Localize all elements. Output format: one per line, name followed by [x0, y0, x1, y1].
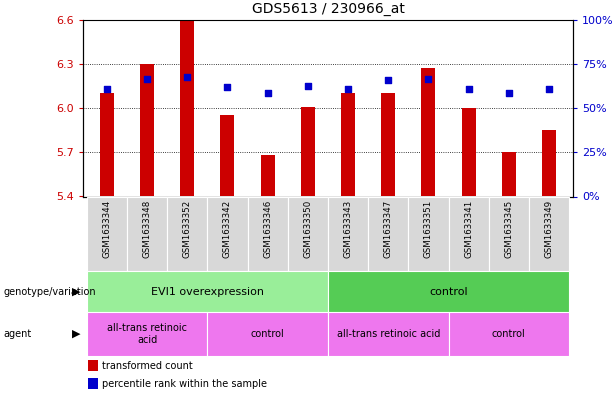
Title: GDS5613 / 230966_at: GDS5613 / 230966_at [251, 2, 405, 16]
Point [102, 86, 112, 92]
Bar [449, 312, 569, 356]
Bar [489, 196, 529, 271]
Text: GSM1633352: GSM1633352 [183, 200, 192, 258]
Text: GSM1633345: GSM1633345 [504, 200, 513, 258]
Text: all-trans retinoic
acid: all-trans retinoic acid [107, 323, 187, 345]
Bar [502, 152, 516, 196]
Text: agent: agent [3, 329, 31, 339]
Bar [529, 196, 569, 271]
Bar [88, 360, 99, 371]
Point [383, 77, 393, 83]
Text: ▶: ▶ [72, 287, 81, 297]
Text: all-trans retinoic acid: all-trans retinoic acid [337, 329, 440, 339]
Bar [207, 312, 328, 356]
Text: GSM1633351: GSM1633351 [424, 200, 433, 258]
Text: GSM1633349: GSM1633349 [544, 200, 554, 258]
Point [303, 83, 313, 89]
Text: GSM1633342: GSM1633342 [223, 200, 232, 258]
Text: ▶: ▶ [72, 329, 81, 339]
Text: GSM1633346: GSM1633346 [263, 200, 272, 258]
Point [142, 75, 152, 82]
Text: GSM1633344: GSM1633344 [102, 200, 112, 258]
Text: genotype/variation: genotype/variation [3, 287, 96, 297]
Text: control: control [429, 287, 468, 297]
Bar [462, 108, 476, 196]
Text: EVI1 overexpression: EVI1 overexpression [151, 287, 264, 297]
Text: GSM1633341: GSM1633341 [464, 200, 473, 258]
Text: GSM1633350: GSM1633350 [303, 200, 313, 258]
Bar [408, 196, 449, 271]
Text: control: control [251, 329, 284, 339]
Text: GSM1633343: GSM1633343 [343, 200, 352, 258]
Bar [449, 196, 489, 271]
Point [263, 90, 273, 96]
Bar [301, 107, 315, 196]
Bar [167, 196, 207, 271]
Bar [248, 196, 287, 271]
Text: transformed count: transformed count [102, 361, 193, 371]
Text: percentile rank within the sample: percentile rank within the sample [102, 379, 267, 389]
Bar [421, 68, 435, 196]
Bar [180, 21, 194, 196]
Point [424, 75, 433, 82]
Bar [368, 196, 408, 271]
Bar [221, 116, 235, 196]
Bar [100, 93, 114, 196]
Text: GSM1633348: GSM1633348 [143, 200, 151, 258]
Point [544, 86, 554, 92]
Bar [140, 64, 154, 196]
Bar [542, 130, 556, 196]
Bar [207, 196, 248, 271]
Point [343, 86, 353, 92]
Bar [87, 196, 127, 271]
Bar [287, 196, 328, 271]
Text: control: control [492, 329, 526, 339]
Point [223, 84, 232, 90]
Bar [261, 155, 275, 196]
Bar [88, 378, 99, 389]
Bar [127, 196, 167, 271]
Point [504, 90, 514, 96]
Point [182, 74, 192, 80]
Point [464, 86, 474, 92]
Bar [87, 271, 328, 312]
Text: GSM1633347: GSM1633347 [384, 200, 393, 258]
Bar [328, 196, 368, 271]
Bar [87, 312, 207, 356]
Bar [328, 312, 449, 356]
Bar [341, 93, 355, 196]
Bar [328, 271, 569, 312]
Bar [381, 93, 395, 196]
